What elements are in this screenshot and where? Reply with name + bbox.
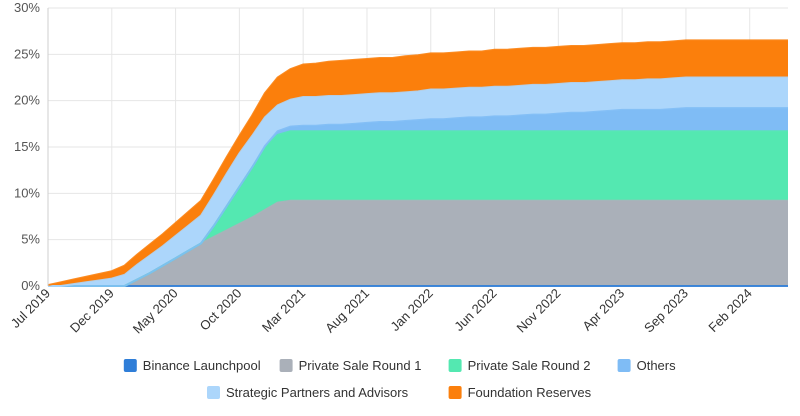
x-tick-label: Aug 2021 bbox=[322, 286, 372, 336]
y-tick-label: 5% bbox=[21, 232, 40, 247]
legend-label: Private Sale Round 2 bbox=[468, 358, 591, 373]
legend-item-strategic-partners-and-advisors[interactable]: Strategic Partners and Advisors bbox=[207, 385, 409, 400]
legend-label: Binance Launchpool bbox=[143, 358, 261, 373]
legend-item-private-sale-round-2[interactable]: Private Sale Round 2 bbox=[448, 358, 591, 373]
legend-swatch bbox=[279, 359, 293, 372]
x-tick-label: Dec 2019 bbox=[67, 286, 117, 336]
x-tick-label: Apr 2023 bbox=[579, 286, 627, 334]
y-tick-label: 0% bbox=[21, 278, 40, 293]
line-foundation-reserves bbox=[47, 39, 788, 287]
y-tick-label: 25% bbox=[14, 46, 40, 61]
x-tick-label: Jun 2022 bbox=[451, 286, 499, 334]
x-tick-label: Jan 2022 bbox=[387, 286, 435, 334]
area-foundation-reserves bbox=[48, 40, 788, 287]
legend-item-private-sale-round-1[interactable]: Private Sale Round 1 bbox=[279, 358, 422, 373]
legend[interactable]: Binance Launchpool Private Sale Round 1 Pr… bbox=[123, 358, 677, 400]
legend-label: Others bbox=[637, 358, 677, 373]
legend-swatch bbox=[448, 359, 462, 372]
line-strategic-partners-and-advisors bbox=[48, 76, 788, 287]
x-tick-label: Nov 2022 bbox=[514, 286, 564, 336]
legend-swatch bbox=[207, 386, 220, 399]
x-tick-label: Oct 2020 bbox=[197, 286, 245, 334]
area-private-sale-round-2 bbox=[48, 131, 788, 286]
line-others bbox=[48, 107, 788, 287]
legend-swatch bbox=[123, 359, 137, 372]
legend-item-others[interactable]: Others bbox=[617, 358, 677, 373]
legend-label: Foundation Reserves bbox=[468, 385, 592, 400]
x-tick-label: Feb 2024 bbox=[705, 286, 754, 335]
area-others bbox=[48, 108, 788, 286]
legend-swatch bbox=[448, 386, 462, 399]
y-tick-label: 15% bbox=[14, 139, 40, 154]
y-tick-label: 20% bbox=[14, 93, 40, 108]
area-private-sale-round-1 bbox=[48, 200, 788, 286]
y-tick-label: 10% bbox=[14, 185, 40, 200]
x-tick-label: Mar 2021 bbox=[259, 286, 308, 335]
legend-item-foundation-reserves[interactable]: Foundation Reserves bbox=[448, 385, 592, 400]
x-tick-label: Sep 2023 bbox=[641, 286, 691, 336]
legend-label: Private Sale Round 1 bbox=[299, 358, 422, 373]
series-line-layer bbox=[47, 39, 788, 287]
legend-item-binance-launchpool[interactable]: Binance Launchpool bbox=[123, 358, 261, 373]
y-tick-label: 30% bbox=[14, 0, 40, 15]
legend-label: Strategic Partners and Advisors bbox=[226, 385, 409, 400]
legend-swatch bbox=[617, 359, 631, 372]
x-tick-label: May 2020 bbox=[130, 286, 181, 337]
